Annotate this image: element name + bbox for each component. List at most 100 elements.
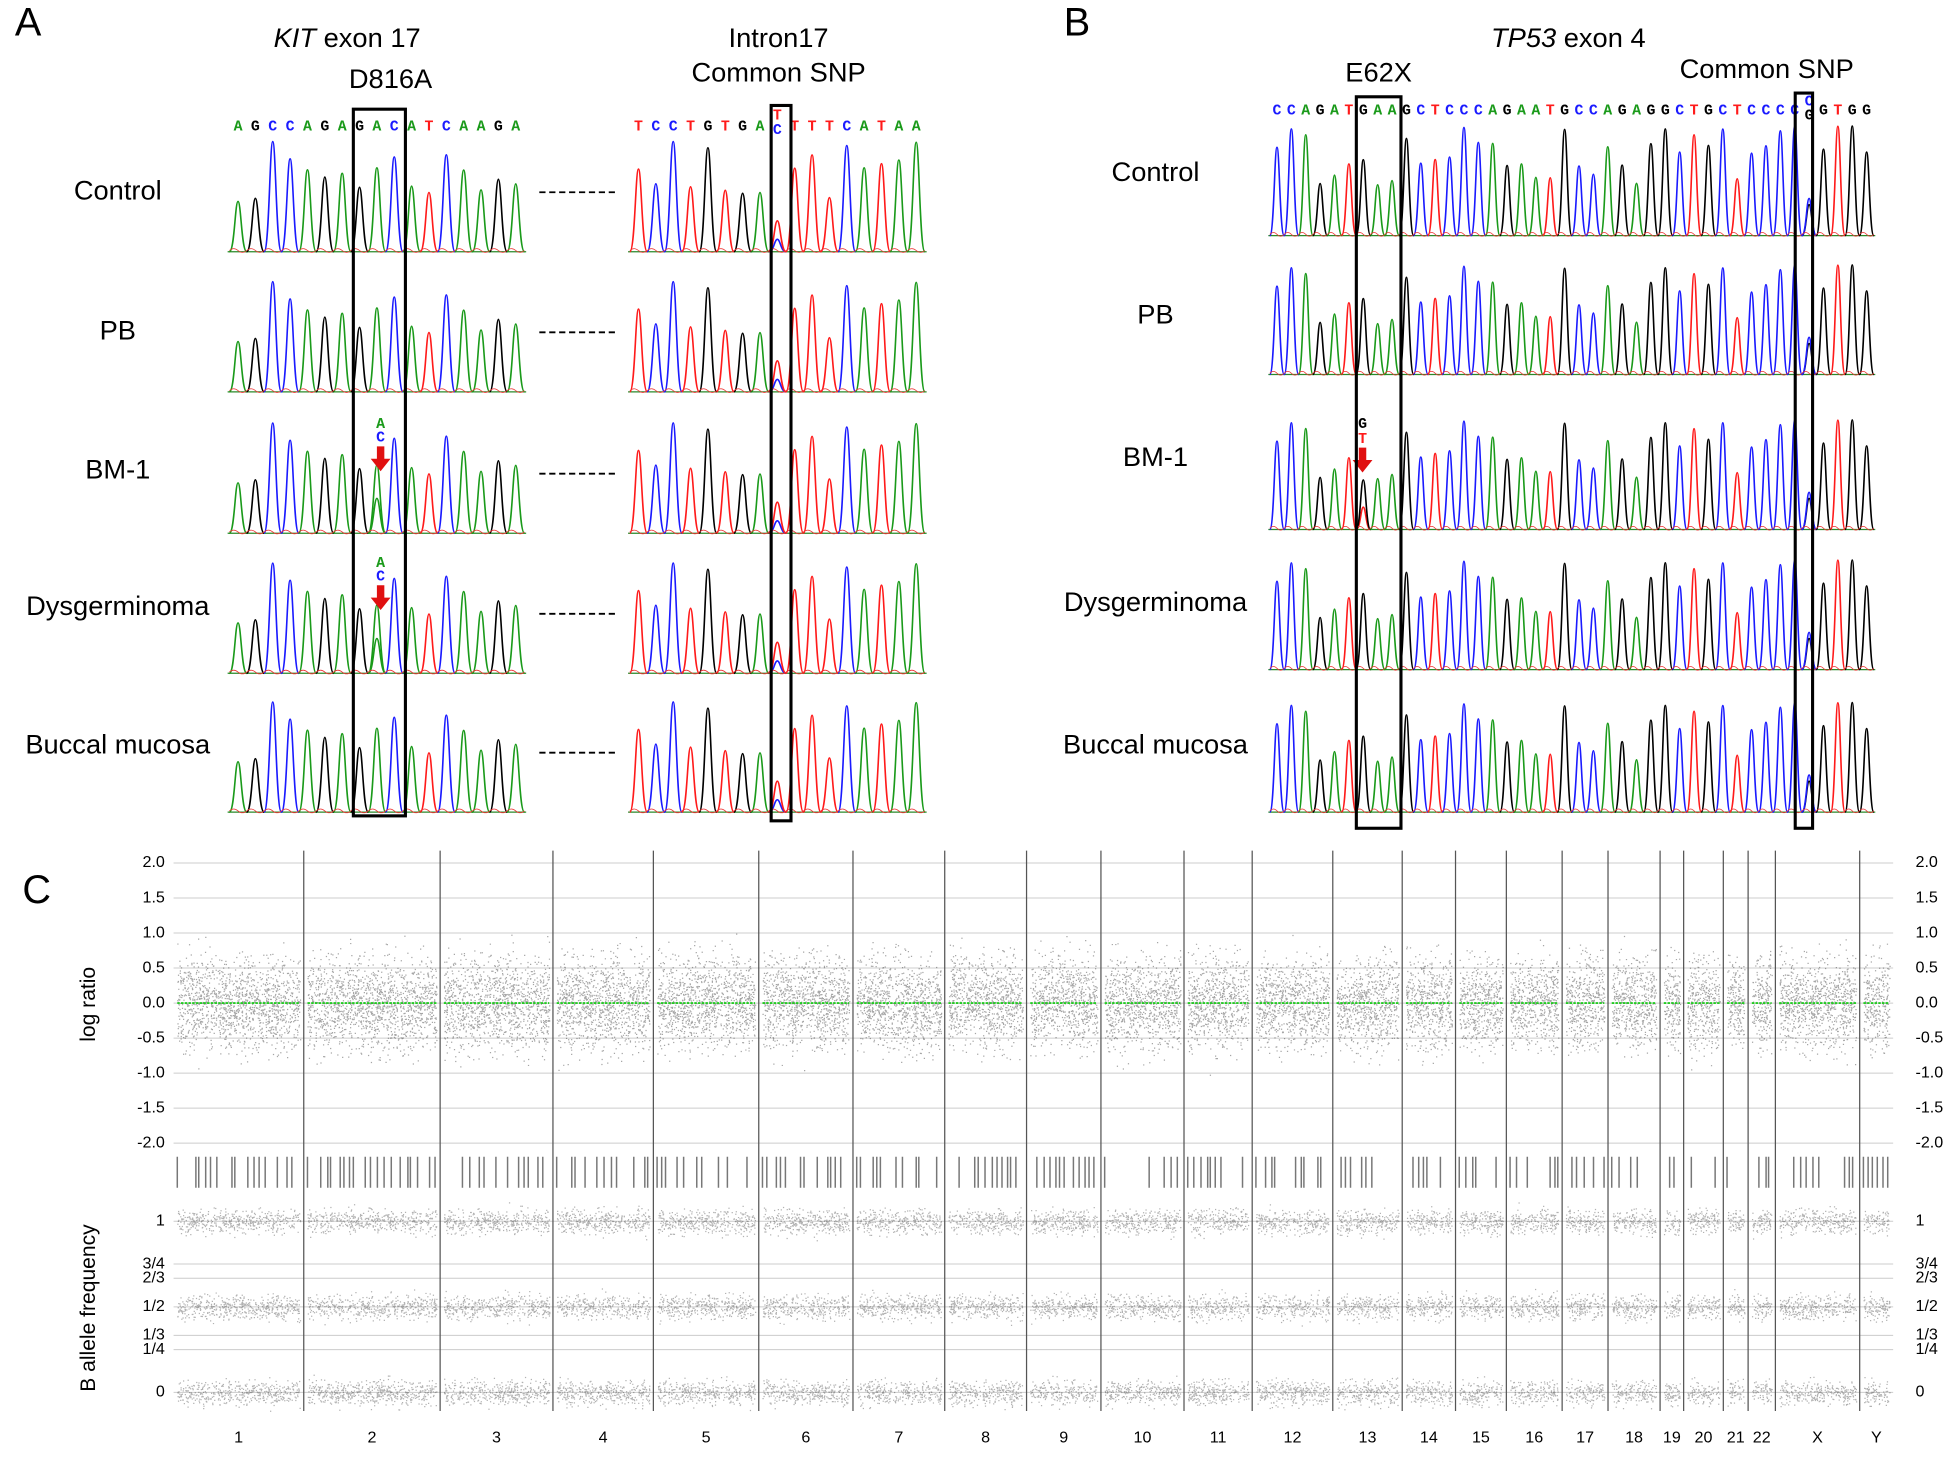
peak xyxy=(1614,458,1631,531)
peak xyxy=(698,707,718,813)
noise xyxy=(1729,232,1745,237)
noise xyxy=(1686,371,1702,376)
peak xyxy=(1427,735,1444,813)
noise xyxy=(1327,526,1342,531)
noise xyxy=(333,388,352,393)
noise xyxy=(820,388,839,393)
log-ratio-points xyxy=(1459,950,1504,1064)
peak xyxy=(384,577,404,675)
y-tick-label: 1/2 xyxy=(1915,1297,1937,1315)
base-letter: T xyxy=(1690,103,1699,119)
noise xyxy=(1384,526,1400,531)
peak xyxy=(1542,470,1559,531)
noise xyxy=(1801,526,1817,531)
noise xyxy=(1341,808,1357,814)
peak xyxy=(1527,315,1544,376)
noise xyxy=(1528,371,1544,376)
peak xyxy=(1499,598,1516,671)
noise xyxy=(1715,666,1731,671)
noise xyxy=(1629,526,1644,531)
noise xyxy=(229,669,247,675)
peak xyxy=(1714,267,1731,376)
y-tick-label: -1.0 xyxy=(137,1063,165,1081)
log-ratio-points xyxy=(1510,939,1560,1056)
peak xyxy=(1326,468,1343,531)
peak xyxy=(298,729,317,813)
peak xyxy=(1614,740,1631,813)
peak xyxy=(315,457,335,534)
noise xyxy=(489,388,508,393)
noise xyxy=(263,248,282,253)
chromosome-label: 2 xyxy=(367,1428,376,1446)
noise xyxy=(385,808,404,814)
peak xyxy=(1743,291,1760,376)
base-letter: T xyxy=(1733,103,1742,119)
mutation-arrow xyxy=(370,585,391,611)
baf-points xyxy=(1510,1202,1560,1408)
noise xyxy=(733,669,752,675)
peak xyxy=(1714,128,1731,237)
peak xyxy=(1384,756,1401,813)
ideogram xyxy=(1186,1156,1244,1188)
peak xyxy=(1599,146,1616,237)
noise xyxy=(1427,526,1443,531)
base-letter: A xyxy=(338,119,347,135)
noise xyxy=(1384,808,1400,814)
peak xyxy=(1772,130,1789,237)
noise xyxy=(1859,666,1875,671)
peak xyxy=(1642,576,1659,671)
log-ratio-points xyxy=(1336,945,1400,1066)
peak xyxy=(1269,440,1285,531)
peak xyxy=(889,719,909,813)
noise xyxy=(437,248,456,253)
noise xyxy=(1657,232,1673,237)
sample-label: BM-1 xyxy=(85,453,150,484)
chromosome-label: 4 xyxy=(599,1428,608,1446)
noise xyxy=(837,669,856,675)
peak xyxy=(384,716,404,813)
peak xyxy=(1700,438,1717,531)
noise xyxy=(1355,526,1371,531)
noise xyxy=(315,808,334,814)
noise xyxy=(1859,526,1875,531)
peak xyxy=(1355,158,1372,237)
peak xyxy=(906,281,926,393)
chromosome-label: 1 xyxy=(234,1428,243,1446)
peak xyxy=(802,294,822,393)
peak xyxy=(854,448,874,534)
peak xyxy=(1585,467,1602,531)
peak xyxy=(1355,506,1371,531)
base-letter: T xyxy=(1358,432,1367,448)
region: exon 4 xyxy=(1556,22,1645,53)
peak xyxy=(1757,578,1774,671)
y-tick-label: 2.0 xyxy=(142,853,164,871)
peak xyxy=(750,191,770,253)
base-letter: C xyxy=(442,119,451,135)
chromosome-label: 16 xyxy=(1525,1428,1543,1446)
peak xyxy=(872,444,891,534)
noise xyxy=(1384,666,1400,671)
noise xyxy=(1772,232,1788,237)
peak xyxy=(889,440,909,534)
noise xyxy=(1643,526,1659,531)
noise xyxy=(454,669,473,675)
noise xyxy=(437,529,456,535)
noise xyxy=(1600,526,1616,531)
noise xyxy=(489,808,508,814)
noise xyxy=(1801,371,1817,376)
noise xyxy=(785,669,804,675)
base-letter: A xyxy=(912,119,921,135)
log-ratio-points xyxy=(1565,944,1606,1056)
noise xyxy=(1715,232,1731,237)
noise xyxy=(1528,666,1544,671)
peak xyxy=(419,191,439,253)
noise xyxy=(1542,526,1558,531)
noise xyxy=(1384,371,1400,376)
base-letter: A xyxy=(1603,103,1612,119)
noise xyxy=(1283,232,1299,237)
noise xyxy=(1355,808,1371,814)
peak xyxy=(1355,479,1372,531)
noise xyxy=(733,808,752,814)
peak xyxy=(245,757,265,813)
peak xyxy=(750,473,770,534)
